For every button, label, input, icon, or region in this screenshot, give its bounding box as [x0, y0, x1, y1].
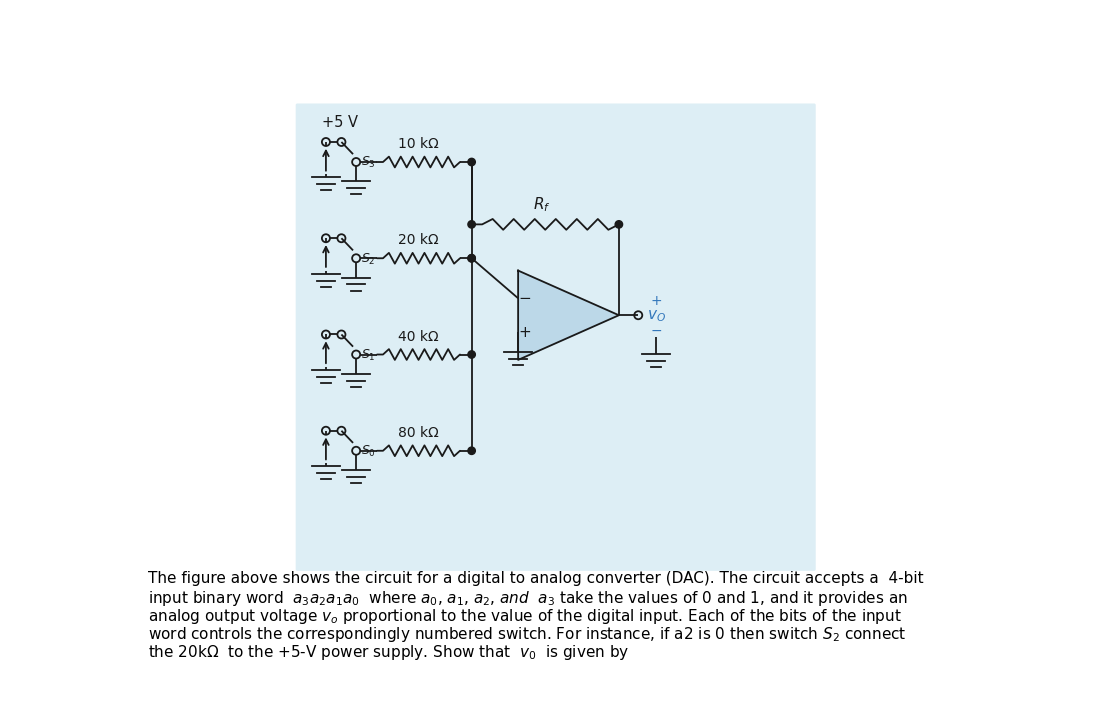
- Text: the 20k$\Omega$  to the +5-V power supply. Show that  $v_0$  is given by: the 20k$\Omega$ to the +5-V power supply…: [147, 643, 629, 662]
- Circle shape: [615, 220, 622, 228]
- Text: −: −: [519, 291, 531, 306]
- Circle shape: [468, 220, 475, 228]
- FancyBboxPatch shape: [296, 103, 816, 571]
- Text: 10 kΩ: 10 kΩ: [399, 137, 438, 151]
- Circle shape: [468, 255, 475, 262]
- Text: 20 kΩ: 20 kΩ: [399, 234, 438, 248]
- Circle shape: [468, 159, 475, 166]
- Circle shape: [468, 351, 475, 358]
- Text: input binary word  $a_3a_2a_1a_0$  where $a_0$, $a_1$, $a_2$, $\mathit{and}$  $a: input binary word $a_3a_2a_1a_0$ where $…: [147, 589, 908, 608]
- Text: analog output voltage $v_o$ proportional to the value of the digital input. Each: analog output voltage $v_o$ proportional…: [147, 607, 901, 626]
- Text: The figure above shows the circuit for a digital to analog converter (DAC). The : The figure above shows the circuit for a…: [147, 571, 923, 586]
- Text: 40 kΩ: 40 kΩ: [399, 330, 438, 344]
- Text: word controls the correspondingly numbered switch. For instance, if a2 is 0 then: word controls the correspondingly number…: [147, 625, 907, 644]
- Text: $S_3$: $S_3$: [361, 155, 375, 171]
- Text: $S_1$: $S_1$: [361, 347, 375, 363]
- Text: $R_f$: $R_f$: [532, 195, 550, 213]
- Text: +: +: [519, 325, 531, 340]
- Text: 80 kΩ: 80 kΩ: [399, 426, 438, 440]
- Text: $v_O$: $v_O$: [646, 308, 665, 324]
- Text: +5 V: +5 V: [322, 115, 358, 131]
- Polygon shape: [518, 270, 619, 360]
- Text: $S_2$: $S_2$: [361, 251, 375, 267]
- Text: +: +: [650, 294, 662, 308]
- Text: $S_0$: $S_0$: [361, 444, 375, 459]
- Text: −: −: [650, 324, 662, 338]
- Circle shape: [468, 255, 475, 262]
- Circle shape: [468, 447, 475, 454]
